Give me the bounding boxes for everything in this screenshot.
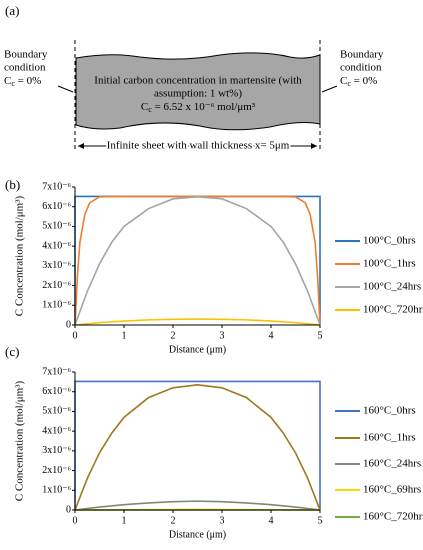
boundary-text: condition xyxy=(340,62,382,74)
x-axis-label: Distance (μm) xyxy=(169,344,226,355)
legend-label: 160°C_24hrs xyxy=(363,458,421,470)
center-text: Cc = 6.52 x 10⁻⁶ mol/μm³ xyxy=(141,101,256,114)
panel-label: (a) xyxy=(5,3,19,18)
boundary-text: Cc = 0% xyxy=(340,75,377,88)
y-tick-label: 4x10⁻⁶ xyxy=(42,425,71,436)
x-tick-label: 1 xyxy=(122,330,127,341)
legend-label: 160°C_1hrs xyxy=(363,432,416,444)
y-tick-label: 0 xyxy=(66,504,71,515)
y-tick-label: 1x10⁻⁶ xyxy=(42,485,71,496)
legend-label: 100°C_0hrs xyxy=(363,235,416,247)
boundary-text: Cc = 0% xyxy=(4,75,41,88)
series-line xyxy=(74,195,321,326)
center-text: Initial carbon concentration in martensi… xyxy=(94,75,302,87)
x-tick-label: 4 xyxy=(269,515,274,526)
legend-label: 100°C_1hrs xyxy=(363,258,416,270)
series-line xyxy=(74,500,321,511)
x-tick-label: 0 xyxy=(73,515,78,526)
x-tick-label: 3 xyxy=(220,330,225,341)
caption: Infinite sheet with wall thickness x= 5μ… xyxy=(107,140,290,152)
x-tick-label: 2 xyxy=(171,330,176,341)
series-line xyxy=(74,380,321,510)
x-tick-label: 1 xyxy=(122,515,127,526)
y-tick-label: 5x10⁻⁶ xyxy=(42,406,71,417)
y-tick-label: 7x10⁻⁶ xyxy=(42,181,71,192)
legend-label: 100°C_24hrs xyxy=(363,281,421,293)
series-line xyxy=(74,195,321,325)
series-line xyxy=(74,196,321,326)
y-tick-label: 5x10⁻⁶ xyxy=(42,221,71,232)
series-line xyxy=(74,384,321,511)
x-tick-label: 2 xyxy=(171,515,176,526)
x-axis-label: Distance (μm) xyxy=(169,529,226,540)
y-tick-label: 3x10⁻⁶ xyxy=(42,260,71,271)
legend-label: 160°C_0hrs xyxy=(363,405,416,417)
y-tick-label: 3x10⁻⁶ xyxy=(42,445,71,456)
y-axis-label: C Concentration (mol/μm³) xyxy=(14,380,26,501)
y-tick-label: 0 xyxy=(66,319,71,330)
x-tick-label: 0 xyxy=(73,330,78,341)
y-tick-label: 2x10⁻⁶ xyxy=(42,280,71,291)
panel-label: (b) xyxy=(5,177,20,192)
panel-label: (c) xyxy=(5,344,19,359)
boundary-text: condition xyxy=(4,62,46,74)
x-tick-label: 4 xyxy=(269,330,274,341)
series-line xyxy=(74,318,321,326)
legend-label: 100°C_720hrs xyxy=(363,304,423,316)
y-tick-label: 4x10⁻⁶ xyxy=(42,240,71,251)
y-tick-label: 2x10⁻⁶ xyxy=(42,465,71,476)
x-tick-label: 5 xyxy=(318,515,323,526)
boundary-text: Boundary xyxy=(4,49,48,61)
x-tick-label: 3 xyxy=(220,515,225,526)
legend-label: 160°C_69hrs xyxy=(363,484,421,496)
y-axis-label: C Concentration (mol/μm³) xyxy=(14,195,26,316)
x-tick-label: 5 xyxy=(318,330,323,341)
y-tick-label: 6x10⁻⁶ xyxy=(42,201,71,212)
y-tick-label: 1x10⁻⁶ xyxy=(42,300,71,311)
center-text: assumption: 1 wt%) xyxy=(154,88,242,100)
y-tick-label: 6x10⁻⁶ xyxy=(42,386,71,397)
boundary-text: Boundary xyxy=(340,49,384,61)
legend-label: 160°C_720hrs xyxy=(363,511,423,523)
y-tick-label: 7x10⁻⁶ xyxy=(42,366,71,377)
arrow xyxy=(321,85,338,93)
arrow xyxy=(57,85,74,93)
